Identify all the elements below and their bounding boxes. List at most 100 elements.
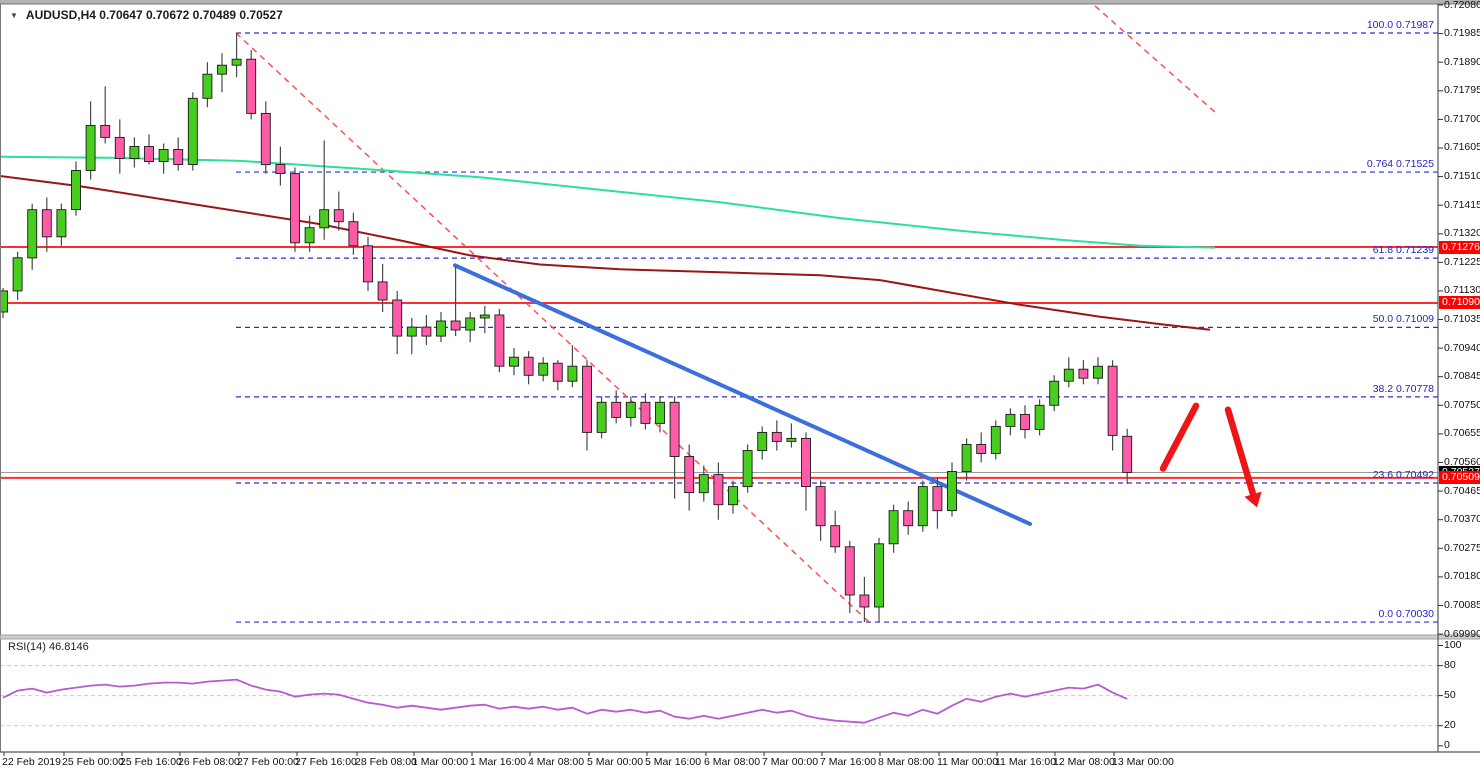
candle-bull [567, 345, 578, 388]
price-tick-label: 0.70560 [1444, 456, 1480, 469]
price-tick-label: 0.70275 [1444, 541, 1480, 554]
candle-bull [990, 420, 1001, 460]
price-tick-label: 0.70750 [1444, 398, 1480, 411]
red-dashed-upper [1094, 5, 1216, 113]
candle-bull [947, 462, 957, 517]
candle-bull [728, 480, 738, 514]
time-tick-label: 5 Mar 00:00 [587, 756, 644, 768]
candle-bear [582, 360, 592, 451]
candle-bull [888, 504, 899, 553]
candle-bull [1093, 357, 1103, 385]
drawn-arrow-head [1244, 491, 1262, 508]
candle-bear [640, 393, 651, 430]
candle-bear [932, 477, 943, 529]
price-tick-label: 0.71985 [1444, 27, 1480, 40]
chart-title-bar: ▼ AUDUSD,H4 0.70647 0.70672 0.70489 0.70… [10, 8, 283, 22]
rsi-tick-label: 80 [1444, 659, 1456, 672]
candle-bear [275, 146, 286, 186]
price-tick-label: 0.71700 [1444, 112, 1480, 125]
candle-bear [669, 396, 680, 499]
time-tick-label: 1 Mar 00:00 [412, 756, 469, 768]
time-tick-label: 6 Mar 08:00 [704, 756, 761, 768]
rsi-tick-label: 50 [1444, 689, 1456, 702]
time-tick-label: 11 Mar 16:00 [995, 756, 1057, 768]
price-tick-label: 0.71510 [1444, 170, 1480, 183]
candle-bear [260, 101, 271, 174]
candle-bull [698, 465, 709, 502]
chart-title-text: AUDUSD,H4 0.70647 0.70672 0.70489 0.7052… [25, 8, 283, 22]
time-tick-label: 25 Feb 00:00 [62, 756, 124, 768]
candle-bear [348, 212, 359, 255]
candle-bull [231, 33, 242, 78]
candle-bull [757, 426, 768, 460]
time-tick-label: 22 Feb 2019 [2, 756, 61, 768]
price-tick-label: 0.70655 [1444, 427, 1480, 440]
drawn-arrow-stroke [1224, 406, 1257, 498]
candle-bear [1122, 428, 1133, 484]
candle-bear [144, 134, 154, 165]
price-tick-label: 0.71795 [1444, 84, 1480, 97]
candle-bear [903, 501, 914, 535]
candle-bear [1020, 405, 1030, 439]
symbol-dropdown-icon[interactable]: ▼ [10, 10, 18, 20]
fib-level-label: 50.0 0.71009 [1372, 313, 1434, 326]
rsi-indicator-label: RSI(14) 46.8146 [8, 641, 89, 653]
candle-bear [976, 432, 987, 463]
candle-bear [246, 50, 257, 120]
rsi-tick-label: 100 [1444, 639, 1462, 651]
candle-bull [742, 444, 753, 493]
candle-bear [844, 540, 855, 613]
time-tick-label: 1 Mar 16:00 [470, 756, 527, 768]
candle-bear [377, 263, 388, 312]
candle-bear [290, 167, 300, 252]
candle-bear [611, 390, 622, 424]
candle-bear [100, 86, 111, 144]
price-tick-label: 0.69990 [1444, 627, 1480, 640]
candle-bull [0, 287, 8, 318]
candle-bull [596, 396, 607, 439]
candle-bear [684, 444, 695, 511]
fib-level-label: 100.0 0.71987 [1366, 18, 1434, 31]
candle-bull [1034, 399, 1045, 436]
fib-level-label: 61.8 0.71239 [1372, 244, 1434, 257]
time-tick-label: 27 Feb 00:00 [237, 756, 299, 768]
candle-bear [450, 266, 461, 337]
price-badge-red: 0.70509 [1439, 471, 1480, 485]
price-tick-label: 0.70845 [1444, 370, 1480, 383]
rsi-line [2, 678, 1128, 724]
rsi-tick-label: 0 [1444, 739, 1450, 752]
candle-bull [27, 203, 38, 270]
candle-bear [114, 119, 125, 174]
candle-bear [771, 420, 782, 451]
price-tick-label: 0.70085 [1444, 598, 1480, 611]
time-tick-label: 8 Mar 08:00 [878, 756, 935, 768]
candle-bear [523, 351, 534, 385]
candle-bull [71, 161, 81, 216]
fib-level-label: 0.0 0.70030 [1378, 608, 1434, 621]
fib-level-label: 23.6 0.70492 [1372, 468, 1434, 481]
candle-bull [12, 251, 23, 300]
blue-trendline [453, 263, 1032, 526]
candle-bull [217, 53, 227, 93]
candle-bull [917, 480, 928, 532]
candle-bull [1063, 357, 1074, 388]
window-top-strip [0, 0, 1480, 4]
price-tick-label: 0.71320 [1444, 227, 1480, 240]
price-tick-label: 0.70465 [1444, 484, 1480, 497]
fib-level-label: 38.2 0.70778 [1372, 382, 1434, 395]
price-tick-label: 0.71890 [1444, 55, 1480, 68]
candle-bear [859, 576, 870, 622]
candle-bull [465, 312, 476, 343]
time-tick-label: 11 Mar 00:00 [937, 756, 999, 768]
candle-bear [421, 315, 432, 346]
time-tick-label: 13 Mar 00:00 [1112, 756, 1174, 768]
candle-bull [538, 357, 549, 382]
candle-bear [173, 137, 184, 171]
candle-bull [874, 537, 884, 622]
candle-bull [786, 423, 797, 448]
rsi-tick-label: 20 [1444, 719, 1456, 732]
fib-level-label: 0.764 0.71525 [1366, 158, 1434, 171]
candle-bull [479, 306, 490, 334]
candle-bear [713, 462, 724, 520]
